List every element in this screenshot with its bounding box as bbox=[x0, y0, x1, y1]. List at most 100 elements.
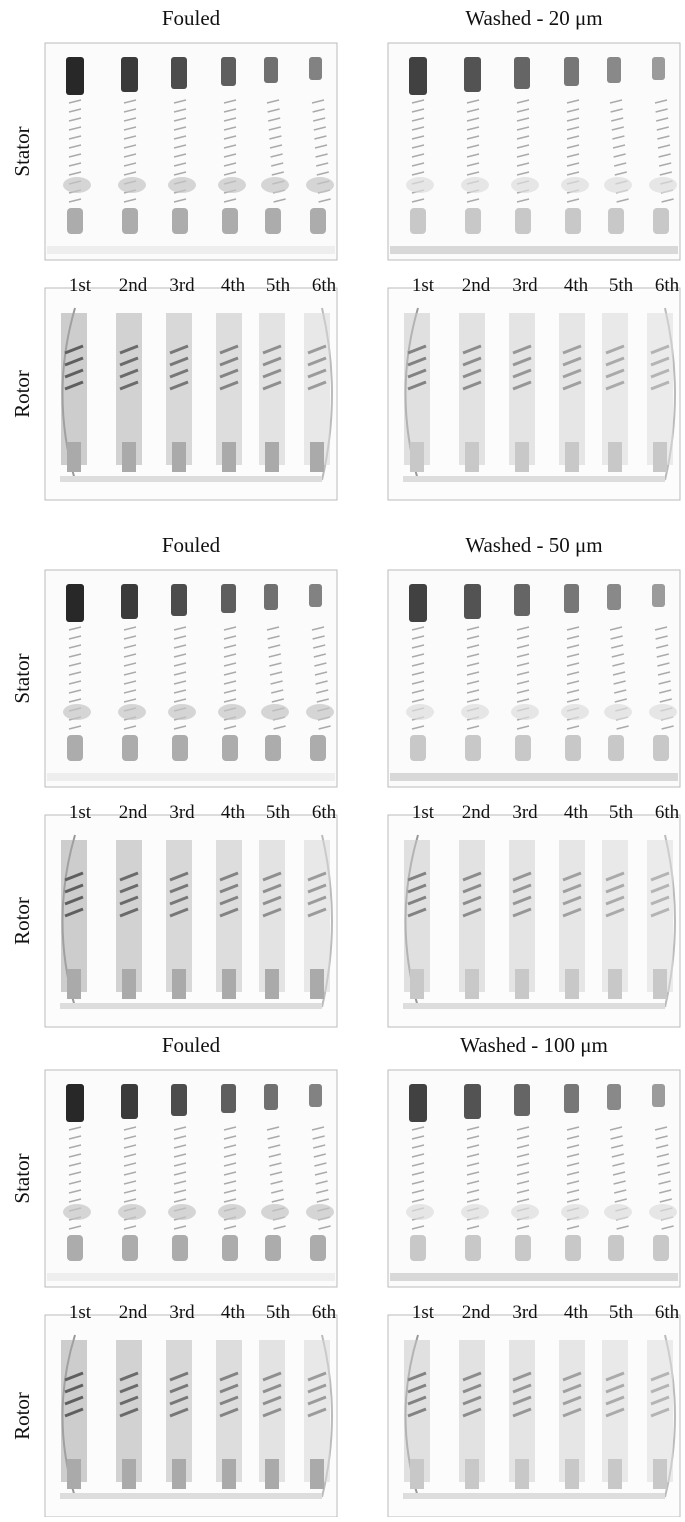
blade-stripe bbox=[268, 653, 281, 658]
stage-label: 3rd bbox=[512, 1302, 538, 1323]
blade-stripe bbox=[267, 635, 280, 640]
image-frame bbox=[44, 1069, 338, 1288]
blade-stripe bbox=[516, 689, 530, 694]
blade-stripe bbox=[466, 171, 480, 176]
blade-stripe bbox=[656, 126, 669, 131]
blade-stripe bbox=[68, 1180, 82, 1185]
blade-stripe bbox=[516, 1225, 530, 1230]
blade-stripe bbox=[68, 1189, 82, 1194]
fouling-band bbox=[306, 704, 334, 720]
blade-stripe bbox=[223, 162, 237, 167]
blade-stripe bbox=[173, 1126, 187, 1131]
fouling-band bbox=[406, 1204, 434, 1220]
blade-top bbox=[121, 1084, 138, 1119]
blade-stripe bbox=[657, 671, 671, 676]
blade-stripe bbox=[173, 108, 187, 113]
blade-stripe bbox=[123, 1198, 137, 1203]
blade-stripe bbox=[223, 698, 237, 703]
blade-stripe bbox=[661, 198, 674, 203]
column-title: Washed - 20 μm bbox=[465, 6, 602, 30]
fouling-band bbox=[63, 1204, 91, 1220]
blade-stripe bbox=[223, 198, 237, 203]
blade-bottom bbox=[608, 735, 624, 761]
rotor-stripe bbox=[119, 380, 139, 391]
rotor-stripe bbox=[407, 380, 427, 391]
rotor-root bbox=[608, 969, 622, 999]
fouling-band bbox=[604, 1204, 632, 1220]
blade-stripe bbox=[123, 1126, 137, 1131]
blade-stripe bbox=[173, 671, 187, 676]
blade-top bbox=[309, 1084, 322, 1107]
rotor-image bbox=[387, 287, 681, 501]
blade-stripe bbox=[466, 1180, 480, 1185]
fouling-band bbox=[306, 177, 334, 193]
blade-stripe bbox=[466, 1189, 480, 1194]
rotor-image bbox=[44, 287, 338, 501]
blade-stripe bbox=[313, 1144, 326, 1149]
blade-stripe bbox=[566, 1126, 580, 1131]
blade-stripe bbox=[566, 644, 580, 649]
fouling-band bbox=[261, 704, 289, 720]
stage-label: 3rd bbox=[512, 802, 538, 823]
blade-stripe bbox=[411, 1225, 425, 1230]
rotor-stripe bbox=[605, 895, 625, 906]
blade-stripe bbox=[466, 1198, 480, 1203]
blade-stripe bbox=[223, 644, 237, 649]
blade-stripe bbox=[411, 117, 425, 122]
rotor-stripe bbox=[462, 895, 482, 906]
fouling-band bbox=[406, 177, 434, 193]
blade-stripe bbox=[566, 1144, 580, 1149]
rotor-stripe bbox=[219, 344, 239, 355]
rotor-stripe bbox=[605, 1407, 625, 1418]
blade-top bbox=[564, 584, 579, 613]
blade-stripe bbox=[223, 671, 237, 676]
blade-stripe bbox=[173, 1225, 187, 1230]
rotor-stripe bbox=[650, 368, 670, 379]
rotor-stripe bbox=[169, 356, 189, 367]
blade-stripe bbox=[656, 644, 669, 649]
blade-stripe bbox=[68, 126, 82, 131]
rotor-root bbox=[465, 1459, 479, 1489]
blade-stripe bbox=[313, 653, 326, 658]
blade-stripe bbox=[516, 1198, 530, 1203]
rotor-stripe bbox=[262, 344, 282, 355]
rotor-stripe bbox=[407, 871, 427, 882]
rotor-root bbox=[122, 969, 136, 999]
column-title: Washed - 100 μm bbox=[460, 1033, 608, 1057]
blade-top bbox=[652, 584, 665, 607]
stage-label: 5th bbox=[609, 802, 634, 823]
rotor-stripe bbox=[119, 368, 139, 379]
blade-stripe bbox=[123, 1153, 137, 1158]
blade-stripe bbox=[271, 1198, 284, 1203]
blade-stripe bbox=[314, 1171, 328, 1176]
blade-stripe bbox=[173, 144, 187, 149]
blade-stripe bbox=[270, 153, 283, 158]
fouling-band bbox=[118, 177, 146, 193]
blade-stripe bbox=[614, 171, 627, 176]
fouling-band bbox=[306, 1204, 334, 1220]
blade-stripe bbox=[466, 99, 480, 104]
rotor-root bbox=[222, 442, 236, 472]
blade-stripe bbox=[411, 1153, 425, 1158]
blade-stripe bbox=[609, 99, 623, 104]
blade-stripe bbox=[123, 662, 137, 667]
blade-stripe bbox=[566, 1135, 580, 1140]
rotor-stripe bbox=[307, 1395, 327, 1406]
blade-bottom bbox=[608, 208, 624, 234]
blade-stripe bbox=[173, 1162, 187, 1167]
blade-stripe bbox=[123, 144, 137, 149]
blade-stripe bbox=[411, 198, 425, 203]
rotor-stripe bbox=[169, 871, 189, 882]
blade-stripe bbox=[614, 162, 627, 167]
fouling-band bbox=[511, 704, 539, 720]
blade-stripe bbox=[610, 635, 623, 640]
blade-bottom bbox=[222, 735, 238, 761]
blade-stripe bbox=[173, 135, 187, 140]
blade-bottom bbox=[410, 735, 426, 761]
blade-stripe bbox=[123, 635, 137, 640]
blade-stripe bbox=[516, 1171, 530, 1176]
blade-stripe bbox=[657, 662, 670, 667]
rotor-stripe bbox=[650, 1371, 670, 1382]
fouling-band bbox=[218, 1204, 246, 1220]
blade-stripe bbox=[466, 1225, 480, 1230]
